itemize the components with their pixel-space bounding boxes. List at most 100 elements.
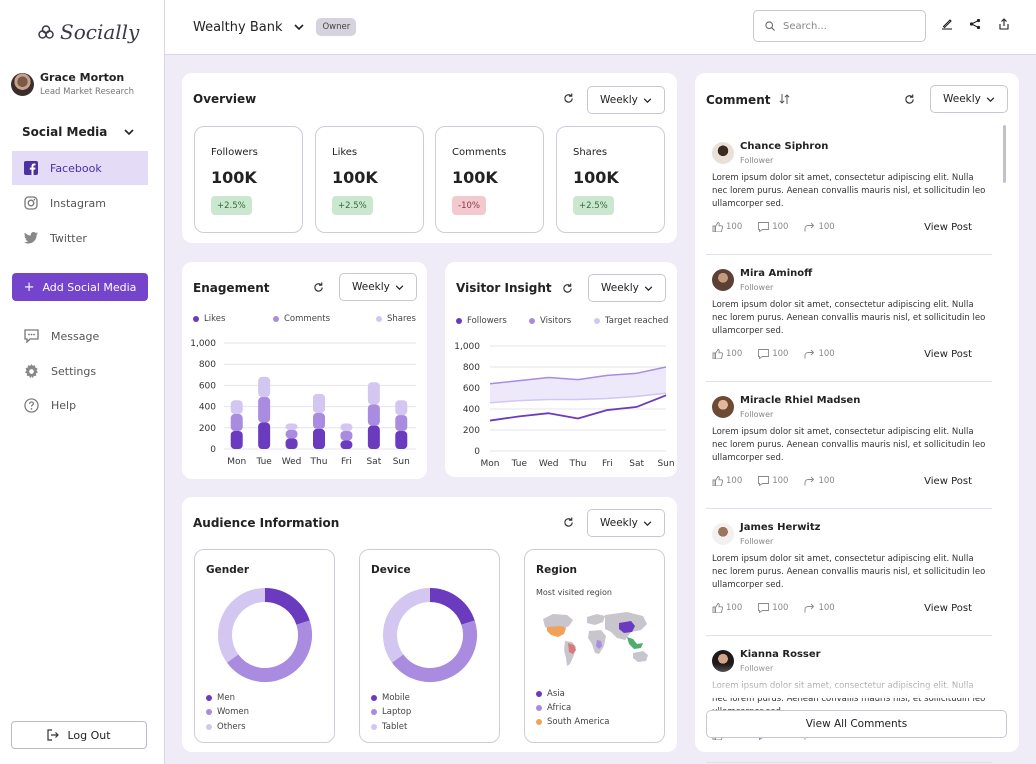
slice-mobile[interactable] xyxy=(429,588,475,626)
like-button[interactable]: 100 xyxy=(712,476,742,486)
y-tick-label: 0 xyxy=(210,445,216,455)
app-logo[interactable]: Socially xyxy=(38,20,139,44)
comment-count: 100 xyxy=(772,349,789,359)
bar-comments[interactable] xyxy=(313,412,325,429)
slice-laptop[interactable] xyxy=(391,620,477,682)
comment-button[interactable]: 100 xyxy=(758,349,788,359)
share-count: 100 xyxy=(818,222,835,232)
sidebar-item-twitter[interactable]: Twitter xyxy=(12,221,148,255)
view-post-link[interactable]: View Post xyxy=(924,603,972,614)
like-icon xyxy=(712,222,723,232)
bar-comments[interactable] xyxy=(340,430,353,441)
x-tick-label: Thu xyxy=(569,459,587,469)
bar-likes[interactable] xyxy=(313,428,325,449)
share-button[interactable]: 100 xyxy=(804,222,835,232)
bar-shares[interactable] xyxy=(230,400,243,415)
bar-shares[interactable] xyxy=(258,376,271,398)
refresh-icon[interactable] xyxy=(904,94,915,105)
gender-title: Gender xyxy=(206,564,250,576)
bar-shares[interactable] xyxy=(340,423,353,431)
line-followers[interactable] xyxy=(489,394,667,422)
bar-shares[interactable] xyxy=(395,400,408,416)
visitor-period-select[interactable]: Weekly xyxy=(588,274,666,302)
like-button[interactable]: 100 xyxy=(712,222,742,232)
slice-women[interactable] xyxy=(226,620,312,682)
upload-icon[interactable] xyxy=(998,18,1010,30)
social-media-section-toggle[interactable]: Social Media xyxy=(22,125,134,139)
bar-comments[interactable] xyxy=(367,404,380,426)
sidebar-item-label: Instagram xyxy=(50,196,106,210)
logout-button[interactable]: Log Out xyxy=(11,721,147,749)
line-visitors[interactable] xyxy=(489,366,667,385)
slice-tablet[interactable] xyxy=(383,588,431,663)
overview-period-select[interactable]: Weekly xyxy=(587,86,665,114)
avatar xyxy=(712,523,734,545)
comment-button[interactable]: 100 xyxy=(758,603,788,613)
sidebar-item-message[interactable]: Message xyxy=(12,319,148,353)
topbar: Wealthy Bank Owner Search... xyxy=(165,0,1036,55)
sidebar-item-facebook[interactable]: Facebook xyxy=(12,151,148,185)
sidebar-item-help[interactable]: Help xyxy=(12,388,148,422)
add-social-media-button[interactable]: + Add Social Media xyxy=(12,273,148,301)
slice-others[interactable] xyxy=(218,588,266,663)
sidebar-item-settings[interactable]: Settings xyxy=(12,354,148,388)
commenter-name: James Herwitz xyxy=(740,522,821,533)
refresh-icon[interactable] xyxy=(563,93,574,104)
comment-button[interactable]: 100 xyxy=(758,476,788,486)
view-post-link[interactable]: View Post xyxy=(924,476,972,487)
stat-value: 100K xyxy=(211,168,257,187)
search-input[interactable]: Search... xyxy=(753,10,926,42)
bar-likes[interactable] xyxy=(395,430,408,449)
bar-likes[interactable] xyxy=(258,422,271,450)
legend-dot xyxy=(193,316,199,322)
like-button[interactable]: 100 xyxy=(712,349,742,359)
refresh-icon[interactable] xyxy=(313,282,324,293)
bar-likes[interactable] xyxy=(340,440,353,449)
bar-likes[interactable] xyxy=(285,438,298,449)
profile[interactable]: Grace Morton Lead Market Research xyxy=(11,71,134,97)
share-button[interactable]: 100 xyxy=(804,603,835,613)
workspace-selector[interactable]: Wealthy Bank Owner xyxy=(193,18,357,36)
sidebar-item-instagram[interactable]: Instagram xyxy=(12,186,148,220)
engagement-period-select[interactable]: Weekly xyxy=(339,273,417,301)
north-america-shape xyxy=(543,614,573,635)
share-icon[interactable] xyxy=(969,18,981,30)
legend-dot xyxy=(594,318,600,324)
bar-shares[interactable] xyxy=(367,382,380,405)
brazil-shape xyxy=(568,643,576,654)
bar-comments[interactable] xyxy=(395,415,408,431)
line-target-reached[interactable] xyxy=(489,392,667,404)
audience-period-select[interactable]: Weekly xyxy=(587,509,665,537)
period-label: Weekly xyxy=(601,282,639,294)
view-post-link[interactable]: View Post xyxy=(924,222,972,233)
like-button[interactable]: 100 xyxy=(712,603,742,613)
view-post-link[interactable]: View Post xyxy=(924,349,972,360)
bar-comments[interactable] xyxy=(258,397,271,423)
bar-shares[interactable] xyxy=(313,393,325,413)
stat-change-badge: +2.5% xyxy=(211,196,252,215)
device-panel: Device Mobile Laptop Tablet xyxy=(359,549,500,743)
bar-shares[interactable] xyxy=(285,423,298,430)
comment-button[interactable]: 100 xyxy=(758,222,788,232)
edit-icon[interactable] xyxy=(941,18,953,30)
engagement-bar-chart: 0 200 400 600 800 1,000 Mon Tue Wed Thu Fri Sat Sun xyxy=(190,339,416,467)
comments-period-select[interactable]: Weekly xyxy=(930,85,1008,113)
share-button[interactable]: 100 xyxy=(804,349,835,359)
region-subtitle: Most visited region xyxy=(536,588,612,597)
legend-dot xyxy=(273,316,279,322)
comments-scrollbar[interactable] xyxy=(1003,125,1006,183)
comment-actions: 100 100 100 xyxy=(712,476,835,486)
refresh-icon[interactable] xyxy=(563,517,574,528)
view-all-comments-button[interactable]: View All Comments xyxy=(706,710,1007,738)
stat-change-badge: -10% xyxy=(452,196,486,215)
europe-shape xyxy=(587,614,605,625)
bar-likes[interactable] xyxy=(230,430,243,449)
refresh-icon[interactable] xyxy=(562,283,573,294)
reply-share-icon xyxy=(805,349,815,359)
bar-comments[interactable] xyxy=(230,414,243,431)
bar-likes[interactable] xyxy=(367,425,380,449)
slice-men[interactable] xyxy=(264,588,310,626)
sort-icon[interactable] xyxy=(779,94,790,104)
share-button[interactable]: 100 xyxy=(804,476,835,486)
bar-comments[interactable] xyxy=(285,429,298,439)
